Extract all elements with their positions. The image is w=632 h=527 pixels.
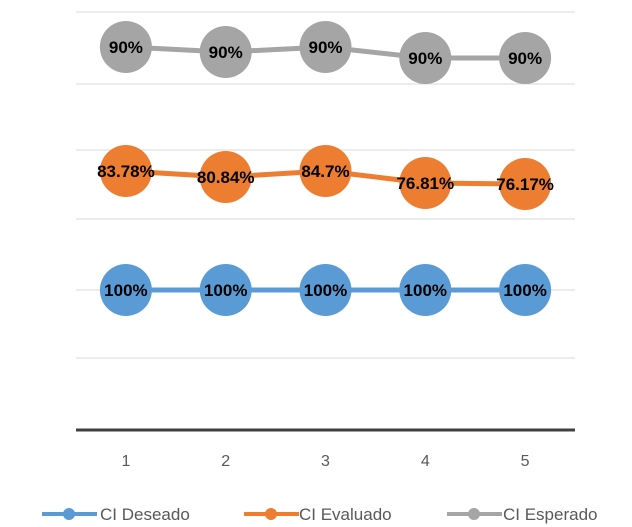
- legend-label: CI Deseado: [100, 505, 190, 524]
- data-point: [399, 264, 452, 316]
- data-label: 90%: [408, 49, 442, 68]
- data-point: [299, 21, 352, 73]
- legend-swatch-marker: [265, 508, 277, 520]
- data-point: [499, 158, 552, 210]
- x-tick-label: 3: [321, 453, 330, 470]
- data-label: 100%: [204, 281, 247, 300]
- data-label: 100%: [104, 281, 147, 300]
- data-label: 90%: [308, 38, 342, 57]
- data-label: 100%: [304, 281, 347, 300]
- data-label: 76.17%: [496, 175, 554, 194]
- x-axis: 1 2 3 4 5: [76, 428, 575, 470]
- legend-label: CI Evaluado: [299, 505, 392, 524]
- series-markers: [99, 21, 552, 316]
- legend-label: CI Esperado: [503, 505, 598, 524]
- data-point: [99, 264, 152, 316]
- legend-swatch-marker: [63, 508, 75, 520]
- data-point: [299, 145, 352, 197]
- data-label: 76.81%: [396, 174, 454, 193]
- x-tick-label: 4: [421, 453, 430, 470]
- data-point: [399, 32, 452, 84]
- data-label: 100%: [503, 281, 546, 300]
- data-label: 80.84%: [197, 168, 255, 187]
- data-label: 90%: [209, 43, 243, 62]
- legend-swatch-marker: [468, 508, 480, 520]
- data-point: [499, 264, 552, 316]
- data-label: 90%: [508, 49, 542, 68]
- data-point: [199, 151, 252, 203]
- data-point: [299, 264, 352, 316]
- x-tick-label: 5: [521, 453, 530, 470]
- data-labels: 100% 100% 100% 100% 100% 83.78% 80.84% 84.7% 76.…: [97, 38, 554, 300]
- data-label: 100%: [404, 281, 447, 300]
- data-label: 90%: [109, 38, 143, 57]
- data-label: 84.7%: [301, 162, 349, 181]
- legend: CI Deseado CI Evaluado CI Esperado: [42, 505, 598, 524]
- x-tick-label: 2: [221, 453, 230, 470]
- data-point: [99, 145, 152, 197]
- data-point: [99, 21, 152, 73]
- data-point: [199, 264, 252, 316]
- x-tick-label: 1: [121, 453, 130, 470]
- data-label: 83.78%: [97, 162, 155, 181]
- data-point: [499, 32, 552, 84]
- data-point: [399, 157, 452, 209]
- data-point: [199, 26, 252, 78]
